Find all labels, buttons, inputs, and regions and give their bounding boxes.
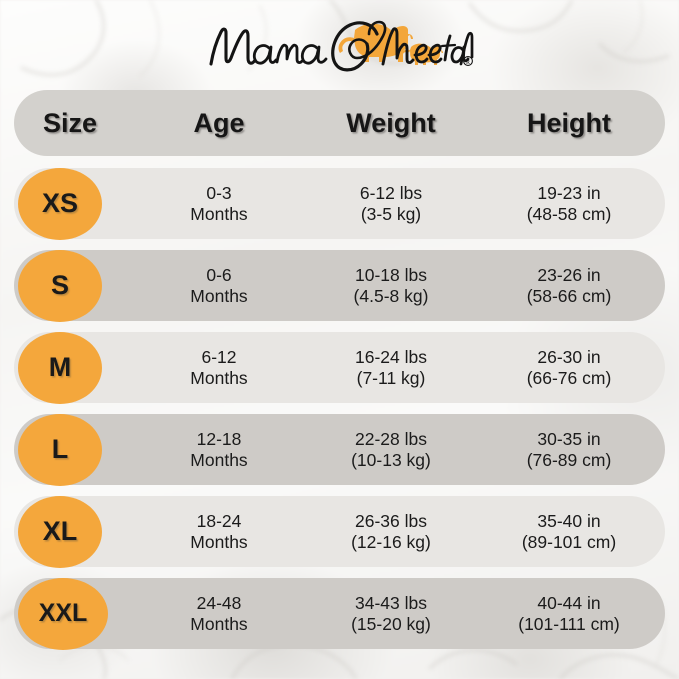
cell-height: 26-30 in (66-76 cm) [474, 347, 664, 389]
height-imperial: 35-40 in [537, 510, 601, 531]
weight-imperial: 10-18 lbs [355, 264, 427, 285]
size-badge: XL [18, 495, 102, 568]
table-header-row: Size Age Weight Height [14, 90, 665, 156]
height-metric: (101-111 cm) [518, 613, 620, 634]
cell-height: 30-35 in (76-89 cm) [474, 429, 664, 471]
table-row: XL 18-24 Months 26-36 lbs (12-16 kg) 35-… [14, 495, 665, 568]
registered-trademark-icon: R [462, 56, 473, 66]
column-header-age: Age [193, 107, 245, 138]
cell-weight: 34-43 lbs (15-20 kg) [296, 593, 486, 635]
cell-height: 19-23 in (48-58 cm) [474, 183, 664, 225]
cell-age: 12-18 Months [130, 429, 308, 471]
size-badge: XS [18, 167, 102, 240]
cell-age: 24-48 Months [130, 593, 308, 635]
size-badge: XXL [18, 577, 108, 650]
age-value: 6-12 [201, 346, 237, 367]
age-unit: Months [190, 203, 248, 224]
column-header-height: Height [527, 107, 611, 138]
height-metric: (76-89 cm) [526, 449, 612, 470]
age-unit: Months [190, 367, 248, 388]
cell-height: 40-44 in (101-111 cm) [474, 593, 664, 635]
cell-weight: 22-28 lbs (10-13 kg) [296, 429, 486, 471]
brand-logo: R [0, 12, 679, 74]
cell-height: 35-40 in (89-101 cm) [474, 511, 664, 553]
column-header-weight: Weight [346, 107, 436, 138]
age-unit: Months [190, 613, 248, 634]
table-row: XXL 24-48 Months 34-43 lbs (15-20 kg) 40… [14, 577, 665, 650]
weight-metric: (15-20 kg) [351, 613, 431, 634]
table-row: S 0-6 Months 10-18 lbs (4.5-8 kg) 23-26 … [14, 249, 665, 322]
cell-weight: 6-12 lbs (3-5 kg) [296, 183, 486, 225]
weight-imperial: 22-28 lbs [355, 428, 427, 449]
height-imperial: 23-26 in [537, 264, 601, 285]
age-value: 12-18 [196, 428, 242, 449]
svg-text:R: R [465, 60, 469, 66]
weight-imperial: 16-24 lbs [355, 346, 427, 367]
size-badge: S [18, 249, 102, 322]
column-header-size: Size [42, 107, 98, 138]
size-badge: L [18, 413, 102, 486]
size-chart-table: Size Age Weight Height XS 0-3 Months 6-1… [14, 90, 665, 660]
cell-weight: 10-18 lbs (4.5-8 kg) [296, 265, 486, 307]
weight-imperial: 6-12 lbs [359, 182, 423, 203]
weight-metric: (7-11 kg) [356, 367, 426, 388]
weight-metric: (4.5-8 kg) [353, 285, 429, 306]
age-value: 0-3 [206, 182, 232, 203]
table-row: M 6-12 Months 16-24 lbs (7-11 kg) 26-30 … [14, 331, 665, 404]
height-metric: (58-66 cm) [526, 285, 612, 306]
height-imperial: 30-35 in [537, 428, 601, 449]
height-imperial: 26-30 in [537, 346, 601, 367]
age-value: 24-48 [196, 592, 242, 613]
weight-imperial: 34-43 lbs [355, 592, 427, 613]
age-unit: Months [190, 449, 248, 470]
cell-age: 0-3 Months [130, 183, 308, 225]
cell-age: 18-24 Months [130, 511, 308, 553]
age-value: 0-6 [206, 264, 232, 285]
cell-height: 23-26 in (58-66 cm) [474, 265, 664, 307]
size-badge: M [18, 331, 102, 404]
age-value: 18-24 [196, 510, 242, 531]
weight-metric: (12-16 kg) [351, 531, 431, 552]
height-metric: (48-58 cm) [526, 203, 612, 224]
weight-metric: (3-5 kg) [360, 203, 422, 224]
height-metric: (66-76 cm) [526, 367, 612, 388]
cell-weight: 26-36 lbs (12-16 kg) [296, 511, 486, 553]
table-row: L 12-18 Months 22-28 lbs (10-13 kg) 30-3… [14, 413, 665, 486]
height-imperial: 19-23 in [537, 182, 601, 203]
cell-age: 6-12 Months [130, 347, 308, 389]
age-unit: Months [190, 531, 248, 552]
cell-age: 0-6 Months [130, 265, 308, 307]
height-metric: (89-101 cm) [521, 531, 617, 552]
weight-imperial: 26-36 lbs [355, 510, 427, 531]
weight-metric: (10-13 kg) [351, 449, 431, 470]
height-imperial: 40-44 in [537, 592, 601, 613]
cell-weight: 16-24 lbs (7-11 kg) [296, 347, 486, 389]
age-unit: Months [190, 285, 248, 306]
table-row: XS 0-3 Months 6-12 lbs (3-5 kg) 19-23 in… [14, 167, 665, 240]
